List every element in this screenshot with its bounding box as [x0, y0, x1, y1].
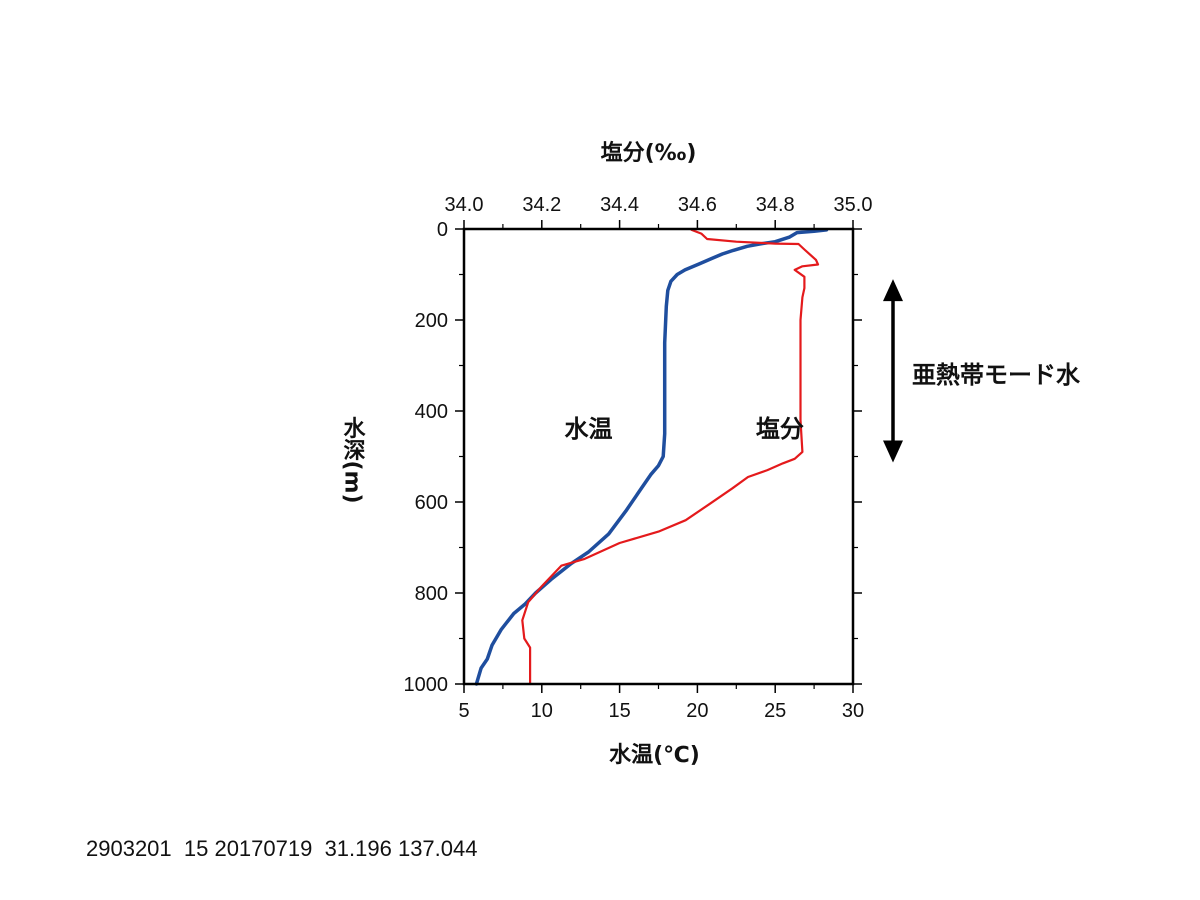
bottom-tick-label: 30 — [842, 700, 864, 722]
top-tick-label: 34.8 — [756, 194, 795, 216]
left-tick-label: 1000 — [404, 674, 449, 696]
left-tick-label: 0 — [437, 219, 448, 241]
top-tick-label: 34.6 — [678, 194, 717, 216]
arrow-head-up — [883, 279, 903, 302]
top-tick-label: 34.0 — [445, 194, 484, 216]
bottom-tick-label: 5 — [458, 700, 469, 722]
left-tick-label: 800 — [415, 583, 448, 605]
bottom-axis-title: 水温(℃) — [609, 743, 700, 768]
bottom-tick-label: 10 — [531, 700, 553, 722]
plot-frame — [462, 227, 855, 686]
left-tick-label: 600 — [415, 492, 448, 514]
annotation-mode-water: 亜熱帯モード水 — [912, 361, 1081, 389]
annotation-temperature: 水温 — [564, 415, 612, 443]
bottom-tick-label: 20 — [686, 700, 708, 722]
left-tick-label: 200 — [415, 310, 448, 332]
annotation-salinity: 塩分 — [756, 415, 804, 443]
top-axis-title: 塩分(‰) — [601, 140, 697, 166]
top-tick-label: 34.4 — [600, 194, 639, 216]
left-tick-label: 400 — [415, 401, 448, 423]
arrow-head-down — [883, 440, 903, 463]
y-axis-title: 水深(m) — [340, 416, 366, 503]
mode-water-arrow — [883, 279, 903, 463]
left-axis: 0 200 400 600 800 1000 — [404, 219, 464, 696]
top-axis: 34.0 34.2 34.4 34.6 34.8 35.0 — [445, 194, 873, 229]
profile-caption: 2903201 15 20170719 31.196 137.044 — [86, 836, 478, 861]
series-line-temperature — [474, 228, 829, 686]
top-tick-label: 34.2 — [522, 194, 561, 216]
bottom-tick-label: 25 — [764, 700, 786, 722]
bottom-axis: 5 10 15 20 25 30 — [458, 684, 864, 722]
top-tick-label: 35.0 — [834, 194, 873, 216]
right-axis — [853, 228, 862, 685]
bottom-tick-label: 15 — [608, 700, 630, 722]
series-line-salinity — [521, 228, 820, 686]
